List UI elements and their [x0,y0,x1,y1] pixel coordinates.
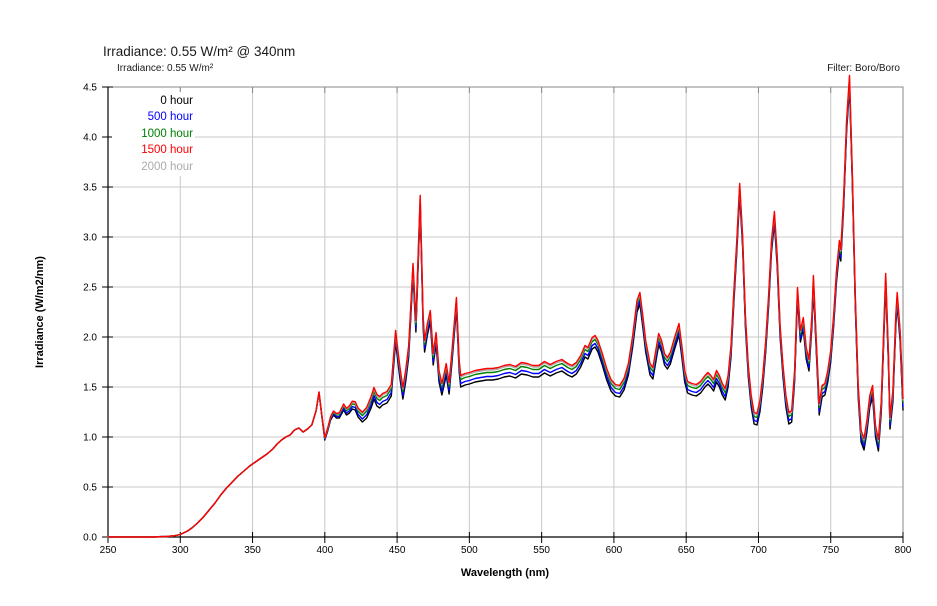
chart-subtitle: Irradiance: 0.55 W/m² [117,63,214,74]
x-tick-label: 600 [606,545,623,556]
x-tick-label: 800 [895,545,912,556]
x-tick-label: 750 [822,545,839,556]
y-tick-label: 2.0 [83,333,97,344]
series-1500-hour [107,74,904,538]
plot-frame [107,86,904,538]
x-tick-label: 650 [678,545,695,556]
x-tick-label: 500 [461,545,478,556]
x-tick-label: 350 [244,545,261,556]
y-tick-label: 1.0 [83,433,97,444]
series-0-hour [107,86,904,538]
series-2000-hour [107,76,904,538]
x-tick-label: 400 [316,545,333,556]
x-axis-title: Wavelength (nm) [460,567,550,579]
x-tick-label: 250 [100,545,117,556]
y-axis-title: Irradiance (W/m2/nm) [34,256,46,368]
x-tick-label: 700 [750,545,767,556]
series-1000-hour [107,78,904,538]
filter-label: Filter: Boro/Boro [827,63,900,74]
legend-item: 1000 hour [141,127,193,140]
legend: 0 hour 500 hour 1000 hour 1500 hour 2000 hou… [112,92,195,177]
y-tick-label: 4.5 [83,83,97,94]
series-500-hour [107,82,904,538]
x-tick-label: 300 [172,545,189,556]
legend-item: 2000 hour [141,160,193,173]
y-tick-label: 4.0 [83,133,97,144]
y-tick-label: 2.5 [83,283,97,294]
legend-item: 500 hour [147,111,193,124]
legend-item: 1500 hour [141,144,193,157]
chart-title: Irradiance: 0.55 W/m² @ 340nm [103,44,296,59]
y-tick-label: 0.5 [83,483,97,494]
legend-item: 0 hour [160,95,193,107]
x-tick-label: 550 [533,545,550,556]
x-tick-label: 450 [389,545,406,556]
y-tick-label: 0.0 [83,533,97,544]
y-tick-label: 3.0 [83,233,97,244]
y-tick-label: 1.5 [83,383,97,394]
y-tick-label: 3.5 [83,183,97,194]
